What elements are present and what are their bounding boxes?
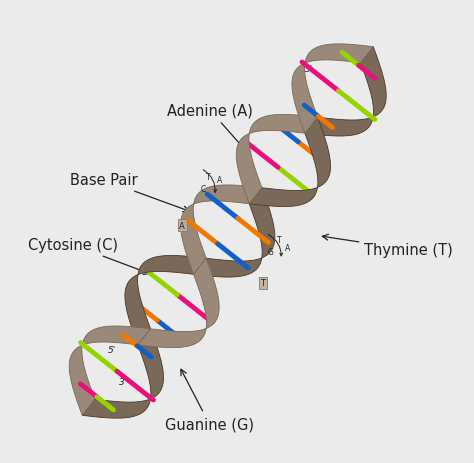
Text: 5': 5': [351, 120, 359, 130]
Polygon shape: [236, 115, 318, 204]
Text: A: A: [179, 221, 185, 231]
Text: T: T: [260, 279, 265, 288]
Text: Adenine (A): Adenine (A): [167, 104, 253, 156]
Polygon shape: [181, 186, 262, 275]
Text: 5': 5': [108, 345, 116, 354]
Text: Base Pair: Base Pair: [70, 173, 189, 213]
Text: T: T: [206, 172, 210, 181]
FancyArrowPatch shape: [268, 235, 283, 257]
Text: Guanine (G): Guanine (G): [164, 369, 254, 431]
Polygon shape: [125, 256, 206, 345]
Polygon shape: [249, 118, 330, 207]
Text: T: T: [277, 235, 282, 244]
Polygon shape: [69, 326, 151, 415]
Text: Cytosine (C): Cytosine (C): [28, 238, 150, 275]
FancyArrowPatch shape: [203, 170, 217, 193]
Text: A: A: [217, 176, 222, 185]
Polygon shape: [138, 259, 219, 348]
Polygon shape: [82, 329, 164, 418]
Text: Thymine (T): Thymine (T): [322, 235, 453, 257]
Text: G: G: [267, 248, 273, 257]
Text: 3': 3': [119, 377, 128, 387]
Text: 3': 3': [305, 65, 313, 74]
Polygon shape: [292, 45, 373, 134]
Text: A: A: [284, 243, 290, 252]
Polygon shape: [305, 48, 386, 137]
Polygon shape: [193, 188, 275, 277]
Text: C: C: [201, 184, 206, 194]
